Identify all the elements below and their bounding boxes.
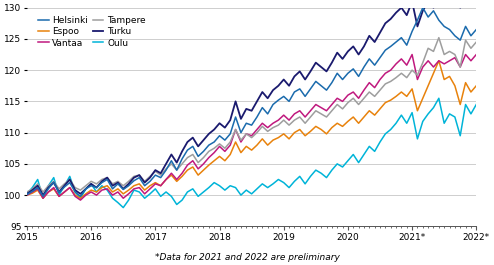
Legend: Helsinki, Espoo, Vantaa, Tampere, Turku, Oulu: Helsinki, Espoo, Vantaa, Tampere, Turku,… [36,14,148,50]
Text: *Data for 2021 and 2022 are preliminary: *Data for 2021 and 2022 are preliminary [155,253,339,262]
